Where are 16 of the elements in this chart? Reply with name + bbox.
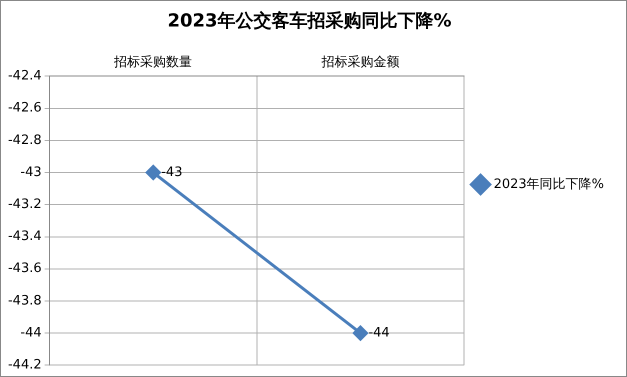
- data-label: -43: [161, 164, 182, 180]
- x-tick-label: 招标采购数量: [113, 54, 192, 70]
- y-tick-label: -43.6: [8, 261, 42, 276]
- data-label: -44: [368, 325, 390, 340]
- y-tick-label: -42.6: [8, 100, 42, 116]
- y-tick-label: -42.8: [8, 132, 42, 148]
- y-tick-label: -43.4: [8, 229, 42, 244]
- y-tick-label: -43.8: [8, 293, 42, 308]
- legend-label: 2023年同比下降%: [494, 176, 604, 192]
- y-tick-label: -44.2: [8, 358, 42, 373]
- y-tick-label: -43.2: [8, 197, 42, 212]
- chart-title: 2023年公交客车招采购同比下降%: [167, 10, 452, 32]
- y-tick-label: -44: [20, 325, 42, 340]
- y-tick-label: -42.4: [8, 68, 42, 84]
- y-tick-label: -43: [20, 164, 42, 180]
- x-tick-label: 招标采购金额: [320, 54, 400, 70]
